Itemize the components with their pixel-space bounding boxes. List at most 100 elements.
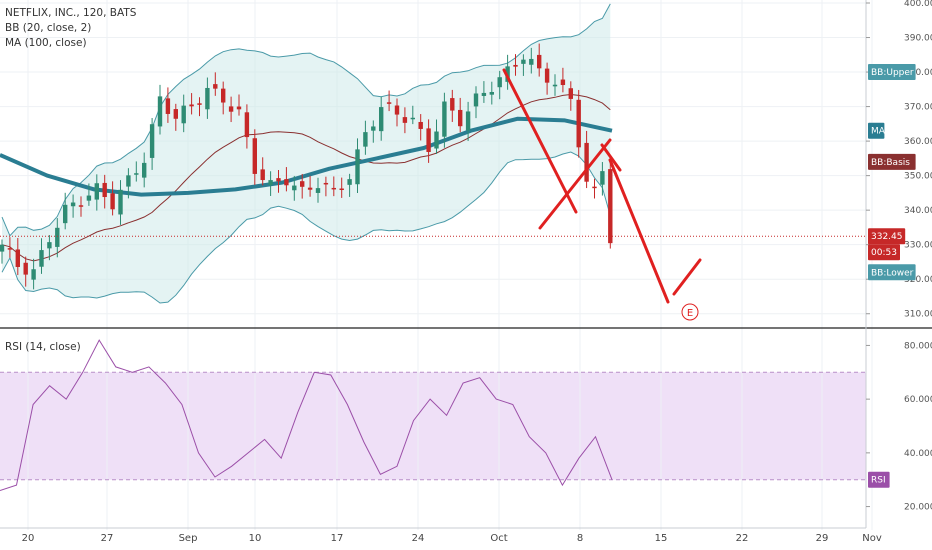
tag-bb-basis-bg	[868, 153, 916, 170]
candle-body	[0, 244, 5, 252]
candle-body	[157, 96, 163, 127]
trend-drawing-line	[608, 158, 670, 304]
candle-body	[292, 185, 297, 191]
tag-ma-bg	[868, 122, 885, 139]
trend-drawing-line	[538, 138, 612, 230]
candle-body	[70, 202, 76, 207]
price-axis-tick: 340.000	[904, 206, 932, 216]
time-axis-tick: Oct	[490, 533, 507, 544]
time-axis-tick: 29	[816, 533, 829, 544]
rsi-axis-tick: 20.0000	[904, 503, 932, 513]
candle-body	[307, 187, 313, 190]
candle-body	[221, 88, 226, 103]
time-axis-tick: 27	[101, 533, 114, 544]
time-axis-tick: Nov	[862, 533, 882, 544]
candle-body	[473, 93, 479, 107]
candle-body	[149, 124, 155, 158]
bb-lower-line	[1, 151, 611, 304]
candle-body	[173, 109, 178, 119]
time-axis-tick: 20	[22, 533, 35, 544]
candle-body	[181, 105, 186, 124]
candle-body	[55, 227, 60, 247]
candle-body	[552, 84, 558, 87]
candle-body	[276, 178, 281, 182]
tag-last-price: 332.45	[871, 232, 903, 242]
trend-drawing-line	[502, 68, 578, 214]
candle-body	[252, 138, 257, 174]
tag-rsi: RSI	[871, 476, 886, 486]
price-axis-tick: 330.000	[904, 241, 932, 251]
candle-body	[339, 188, 344, 191]
candle-body	[513, 64, 518, 67]
tag-last-price-bg	[868, 228, 906, 245]
time-axis-tick: 8	[577, 533, 583, 544]
rsi-axis-tick: 80.0000	[904, 341, 932, 351]
candle-body	[355, 149, 360, 185]
candle-body	[371, 126, 376, 131]
candle-body	[529, 58, 534, 65]
rsi-axis-tick: 60.0000	[904, 395, 932, 405]
candle-body	[521, 59, 526, 64]
bb-legend: BB (20, close, 2)	[5, 22, 92, 34]
tag-countdown: 00:53	[871, 248, 897, 258]
candle-body	[78, 205, 84, 207]
candle-body	[94, 183, 99, 200]
tag-bb-basis: BB:Basis	[871, 158, 910, 168]
tag-bb-upper: BB:Upper	[871, 68, 914, 78]
tag-bb-lower: BB:Lower	[871, 268, 914, 278]
candle-body	[126, 175, 131, 187]
chart-legend: NETFLIX, INC., 120, BATS BB (20, close, …	[5, 6, 136, 51]
candle-body	[228, 106, 234, 112]
price-axis-tick: 320.000	[904, 275, 932, 285]
candle-body	[465, 111, 471, 131]
candle-body	[197, 103, 202, 105]
ma-100-line	[0, 116, 613, 197]
candle-body	[15, 249, 20, 267]
candle-body	[560, 79, 566, 86]
candle-body	[386, 102, 392, 104]
time-axis-tick: 17	[331, 533, 344, 544]
candle-body	[379, 107, 384, 132]
candle-body	[268, 180, 273, 185]
time-axis-tick: Sep	[179, 533, 198, 544]
candle-body	[7, 248, 13, 250]
ma-legend: MA (100, close)	[5, 37, 87, 49]
candle-body	[537, 54, 542, 69]
candle-body	[134, 173, 139, 175]
candle-body	[450, 98, 455, 111]
price-axis-tick: 310.000	[904, 310, 932, 320]
candle-body	[434, 131, 439, 149]
candle-body	[544, 68, 550, 83]
candle-body	[63, 204, 68, 224]
candle-body	[481, 92, 487, 96]
tag-ma: MA	[871, 127, 886, 137]
candle-body	[260, 169, 265, 181]
candle-body	[394, 105, 400, 115]
candle-body	[410, 117, 415, 120]
candle-body	[118, 189, 123, 215]
candle-body	[205, 87, 210, 110]
candle-body	[576, 99, 581, 148]
candle-body	[442, 101, 447, 137]
candle-body	[102, 182, 107, 198]
candle-body	[418, 121, 423, 129]
candle-body	[213, 84, 218, 89]
candle-body	[363, 132, 368, 147]
rsi-legend: RSI (14, close)	[5, 341, 81, 353]
bb-upper-line	[1, 3, 611, 237]
price-axis-tick: 360.000	[904, 137, 932, 147]
candle-body	[600, 171, 605, 185]
candle-body	[165, 98, 171, 114]
tag-rsi-bg	[868, 471, 890, 488]
candle-body	[568, 88, 573, 99]
price-axis-tick: 350.000	[904, 172, 932, 182]
time-axis-tick: 10	[249, 533, 262, 544]
candle-body	[426, 128, 431, 152]
time-axis-tick: 15	[655, 533, 668, 544]
tag-countdown-bg	[868, 244, 900, 261]
candle-body	[86, 195, 92, 201]
candle-body	[31, 269, 36, 280]
time-axis-tick: 22	[736, 533, 749, 544]
candle-body	[189, 104, 194, 107]
